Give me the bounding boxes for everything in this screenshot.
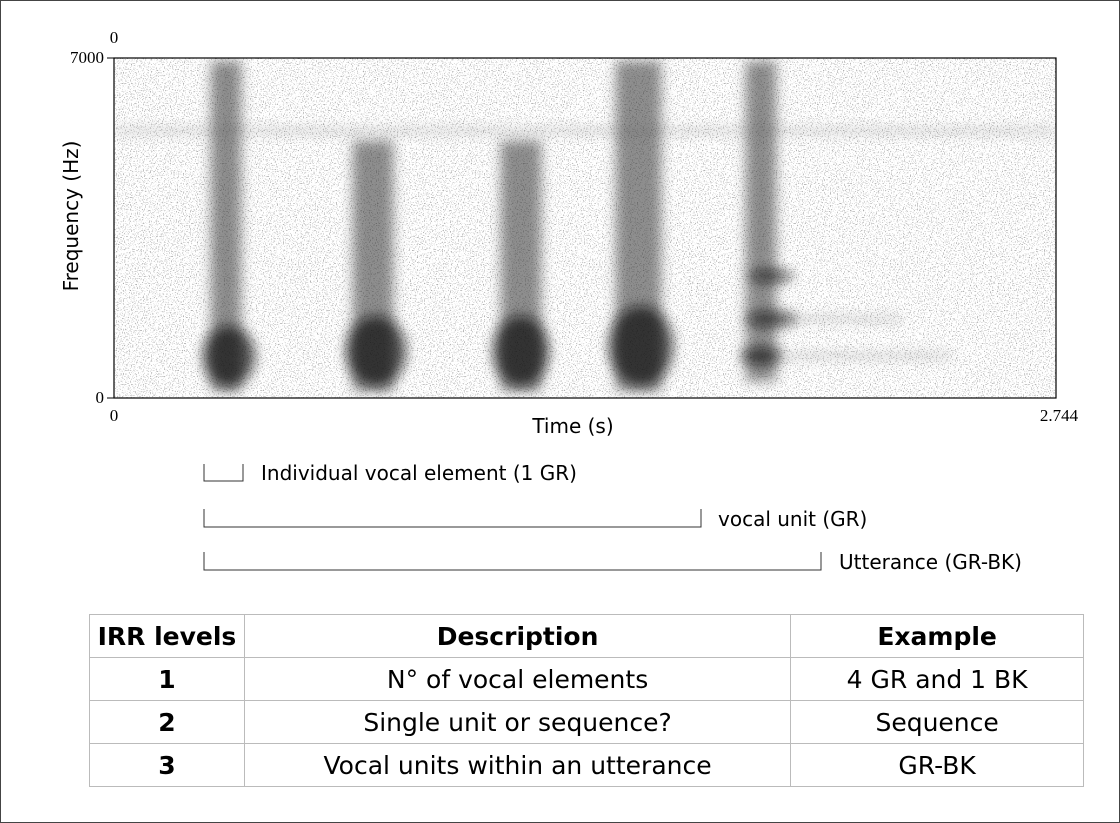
bracket-label: vocal unit (GR): [718, 507, 867, 531]
bracket-label: Utterance (GR-BK): [839, 550, 1022, 574]
cell: Single unit or sequence?: [244, 701, 790, 744]
header-cell: Description: [244, 615, 790, 658]
x-axis-title: Time (s): [531, 414, 613, 438]
row: 3 Vocal units within an utterance GR-BK: [90, 744, 1084, 787]
header-cell: IRR levels: [90, 615, 245, 658]
x-max-label: 2.744: [1040, 406, 1079, 425]
y-min-label: 0: [96, 388, 105, 407]
y-axis-title: Frequency (Hz): [59, 141, 83, 292]
bracket: [204, 552, 821, 570]
cell: Vocal units within an utterance: [244, 744, 790, 787]
cell: GR-BK: [791, 744, 1084, 787]
cell: 2: [90, 701, 245, 744]
row: 1 N° of vocal elements 4 GR and 1 BK: [90, 658, 1084, 701]
irr-table: IRR levels Description Example 1 N° of v…: [89, 614, 1084, 787]
bracket: [204, 509, 701, 527]
cell: Sequence: [791, 701, 1084, 744]
cell: 1: [90, 658, 245, 701]
header-cell: Example: [791, 615, 1084, 658]
spectrogram-image: [114, 58, 1056, 398]
bracket-label: Individual vocal element (1 GR): [261, 461, 577, 485]
spectrogram-figure: 0 7000 0 0 2.744 Time (s) Frequency (Hz)…: [1, 1, 1120, 601]
header-row: IRR levels Description Example: [90, 615, 1084, 658]
cell: N° of vocal elements: [244, 658, 790, 701]
y-max-label: 7000: [70, 48, 104, 67]
cell: 4 GR and 1 BK: [791, 658, 1084, 701]
bracket: [204, 464, 243, 481]
figure: 0 7000 0 0 2.744 Time (s) Frequency (Hz)…: [0, 0, 1120, 823]
x-min-label: 0: [110, 406, 119, 425]
row: 2 Single unit or sequence? Sequence: [90, 701, 1084, 744]
cell: 3: [90, 744, 245, 787]
top-label: 0: [110, 28, 119, 47]
